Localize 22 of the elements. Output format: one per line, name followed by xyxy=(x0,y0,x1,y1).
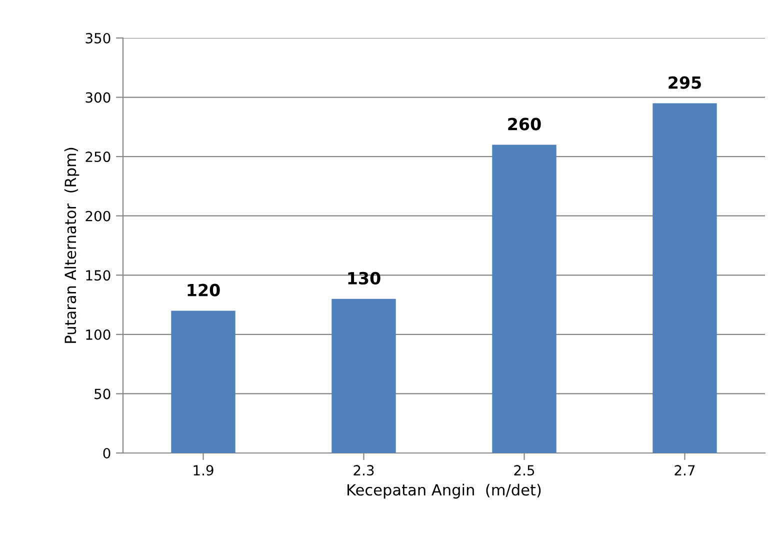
data-label: 130 xyxy=(348,272,380,285)
y-axis-title: Putaran Alternator (Rpm) xyxy=(64,148,80,343)
data-label: 295 xyxy=(668,76,701,89)
y-tick-label: 300 xyxy=(86,92,110,103)
data-label: 120 xyxy=(188,284,220,296)
x-tick-label: 2.7 xyxy=(674,465,695,476)
x-axis-title: Kecepatan Angin (m/det) xyxy=(348,484,541,499)
y-tick-label: 200 xyxy=(86,210,110,222)
y-tick-label: 50 xyxy=(94,388,110,400)
bar xyxy=(492,144,556,453)
x-tick-label: 1.9 xyxy=(194,465,214,476)
x-tick-label: 2.5 xyxy=(514,465,534,476)
bar xyxy=(171,310,236,453)
data-label: 260 xyxy=(508,118,541,130)
y-tick-label: 100 xyxy=(86,329,110,340)
y-tick-label: 250 xyxy=(86,152,110,162)
x-tick-label: 2.3 xyxy=(354,465,374,476)
bar xyxy=(652,103,717,453)
y-tick-label: 150 xyxy=(86,270,110,281)
bar xyxy=(332,298,396,453)
y-tick-label: 0 xyxy=(103,448,110,458)
y-tick-label: 350 xyxy=(86,32,110,44)
